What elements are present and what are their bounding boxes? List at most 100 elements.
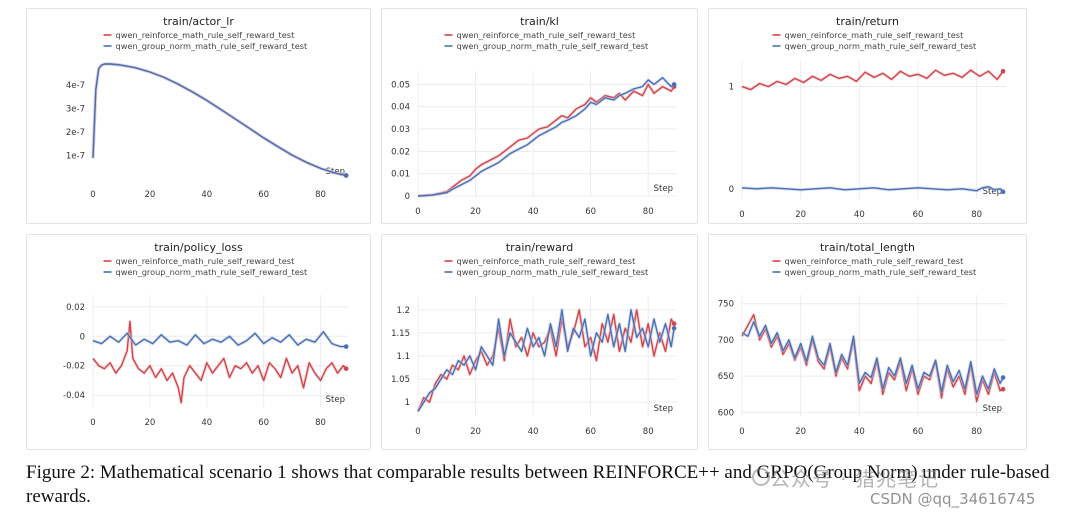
chart-svg: train/reward qwen_reinforce_math_rule_sel… bbox=[391, 241, 677, 437]
y-tick-label: 0.02 bbox=[391, 147, 410, 157]
chart-title: train/policy_loss bbox=[154, 241, 243, 254]
y-tick-label: 0 bbox=[405, 192, 410, 202]
x-tick-label: 20 bbox=[470, 427, 481, 437]
x-axis-label: Step bbox=[654, 184, 673, 194]
legend-label-blue: qwen_group_norm_math_rule_self_reward_te… bbox=[457, 41, 650, 51]
x-tick-label: 40 bbox=[528, 427, 539, 437]
x-tick-label: 80 bbox=[971, 210, 982, 220]
x-tick-label: 0 bbox=[739, 427, 744, 437]
y-tick-label: 0.01 bbox=[391, 170, 410, 180]
x-axis-label: Step bbox=[983, 404, 1002, 414]
x-tick-label: 40 bbox=[201, 418, 212, 428]
x-tick-label: 40 bbox=[854, 210, 865, 220]
chart-panel-5: train/reward qwen_reinforce_math_rule_sel… bbox=[381, 234, 698, 450]
series-line-red bbox=[741, 69, 1004, 91]
figure-caption: Figure 2: Mathematical scenario 1 shows … bbox=[26, 462, 1050, 507]
series-line-blue bbox=[417, 76, 675, 197]
y-tick-label: 700 bbox=[718, 336, 734, 346]
series-endpoint-red bbox=[671, 321, 677, 326]
y-tick-label: 0.05 bbox=[391, 80, 410, 90]
x-tick-label: 80 bbox=[315, 190, 326, 200]
series-shadow-red bbox=[91, 62, 347, 178]
x-tick-label: 60 bbox=[913, 427, 924, 437]
y-tick-label: 0.04 bbox=[391, 103, 410, 113]
series-endpoint-red bbox=[343, 366, 349, 371]
y-tick-label: 1 bbox=[405, 398, 410, 408]
x-tick-label: 40 bbox=[201, 190, 212, 200]
y-tick-label: 0 bbox=[80, 332, 85, 342]
chart-panel-3: train/return qwen_reinforce_math_rule_sel… bbox=[708, 8, 1027, 224]
y-tick-label: 3e-7 bbox=[66, 105, 85, 115]
series-endpoint-blue bbox=[343, 344, 349, 349]
legend-label-red: qwen_reinforce_math_rule_self_reward_tes… bbox=[457, 30, 637, 40]
y-tick-label: 0.03 bbox=[391, 125, 410, 135]
x-tick-label: 60 bbox=[913, 210, 924, 220]
x-tick-label: 0 bbox=[415, 427, 420, 437]
legend-label-red: qwen_reinforce_math_rule_self_reward_tes… bbox=[116, 256, 296, 266]
y-tick-label: 600 bbox=[718, 408, 734, 418]
chart-panel-2: train/kl qwen_reinforce_math_rule_self_re… bbox=[381, 8, 698, 224]
chart-svg: train/policy_loss qwen_reinforce_math_rul… bbox=[63, 241, 349, 428]
legend-label-blue: qwen_group_norm_math_rule_self_reward_te… bbox=[116, 267, 309, 277]
x-tick-label: 20 bbox=[144, 418, 155, 428]
x-tick-label: 60 bbox=[585, 207, 596, 217]
chart-title: train/kl bbox=[520, 15, 559, 28]
series-endpoint-blue bbox=[671, 82, 677, 87]
series-line-blue bbox=[92, 63, 347, 177]
series-endpoint-blue bbox=[671, 326, 677, 331]
chart-svg: train/kl qwen_reinforce_math_rule_self_re… bbox=[391, 15, 677, 217]
x-tick-label: 20 bbox=[795, 210, 806, 220]
series-endpoint-blue bbox=[1000, 189, 1006, 195]
chart-title: train/return bbox=[836, 15, 899, 28]
series-endpoint-blue bbox=[343, 173, 349, 178]
chart-title: train/actor_lr bbox=[163, 15, 234, 28]
x-tick-label: 80 bbox=[643, 207, 654, 217]
wechat-icon bbox=[752, 468, 770, 486]
x-tick-label: 0 bbox=[90, 190, 95, 200]
watermark-csdn: CSDN @qq_34616745 bbox=[870, 490, 1036, 508]
x-axis-label: Step bbox=[654, 404, 673, 414]
legend-label-red: qwen_reinforce_math_rule_self_reward_tes… bbox=[785, 30, 965, 40]
series-line-blue bbox=[92, 331, 347, 348]
y-tick-label: 0.02 bbox=[66, 303, 85, 313]
chart-svg: train/total_length qwen_reinforce_math_ru… bbox=[718, 241, 1006, 437]
legend-label-blue: qwen_group_norm_math_rule_self_reward_te… bbox=[785, 41, 978, 51]
series-line-red bbox=[92, 63, 347, 177]
series-line-blue bbox=[741, 185, 1004, 193]
chart-title: train/total_length bbox=[820, 241, 915, 254]
y-tick-label: 1 bbox=[729, 83, 734, 93]
y-tick-label: -0.04 bbox=[63, 391, 85, 401]
series-line-red bbox=[417, 83, 675, 197]
series-shadow-blue bbox=[91, 62, 347, 178]
y-tick-label: 1.2 bbox=[396, 306, 410, 316]
x-tick-label: 60 bbox=[258, 190, 269, 200]
series-line-blue bbox=[417, 309, 675, 412]
chart-svg: train/actor_lr qwen_reinforce_math_rule_s… bbox=[66, 15, 349, 200]
series-line-blue bbox=[741, 321, 1004, 396]
y-tick-label: 1e-7 bbox=[66, 152, 85, 162]
x-tick-label: 20 bbox=[470, 207, 481, 217]
x-axis-label: Step bbox=[983, 187, 1002, 197]
x-tick-label: 0 bbox=[415, 207, 420, 217]
y-tick-label: 650 bbox=[718, 372, 734, 382]
x-tick-label: 0 bbox=[90, 418, 95, 428]
chart-title: train/reward bbox=[506, 241, 573, 254]
x-tick-label: 40 bbox=[528, 207, 539, 217]
legend-label-red: qwen_reinforce_math_rule_self_reward_tes… bbox=[116, 30, 296, 40]
chart-panel-6: train/total_length qwen_reinforce_math_ru… bbox=[708, 234, 1027, 450]
chart-svg: train/return qwen_reinforce_math_rule_sel… bbox=[729, 15, 1006, 220]
x-tick-label: 80 bbox=[315, 418, 326, 428]
chart-panel-1: train/actor_lr qwen_reinforce_math_rule_s… bbox=[26, 8, 371, 224]
x-tick-label: 80 bbox=[643, 427, 654, 437]
y-tick-label: -0.02 bbox=[63, 362, 85, 372]
chart-panel-4: train/policy_loss qwen_reinforce_math_rul… bbox=[26, 234, 371, 450]
x-tick-label: 40 bbox=[854, 427, 865, 437]
watermark-text: 公众号 · 猎兆笔记 bbox=[770, 467, 940, 491]
y-tick-label: 0 bbox=[729, 185, 734, 195]
series-shadow-red bbox=[417, 82, 676, 198]
series-shadow-blue bbox=[417, 76, 676, 198]
y-tick-label: 1.15 bbox=[391, 329, 410, 339]
legend-label-red: qwen_reinforce_math_rule_self_reward_tes… bbox=[785, 256, 965, 266]
y-tick-label: 1.1 bbox=[396, 352, 410, 362]
x-tick-label: 0 bbox=[739, 210, 744, 220]
